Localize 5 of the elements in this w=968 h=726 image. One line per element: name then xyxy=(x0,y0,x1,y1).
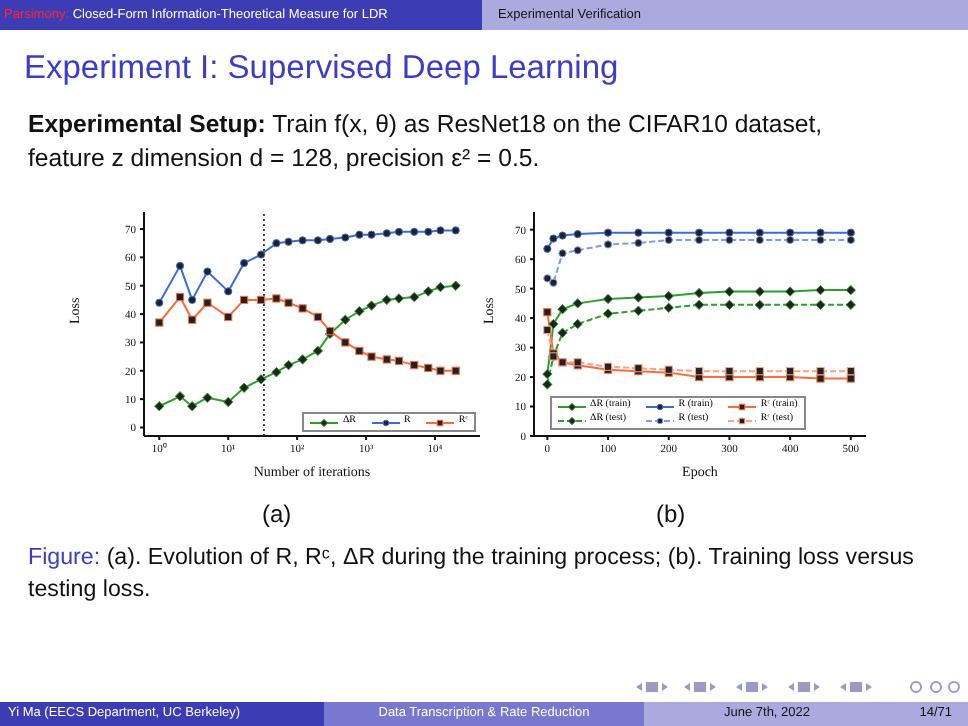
text: (b) xyxy=(656,500,686,528)
text: (a) xyxy=(262,500,292,528)
chart-title: Experiment I: Supervised Deep Learning xyxy=(24,50,619,88)
text: Figure: (a). Evolution of R, Rᶜ, ΔR during the training process; (b). Training loss versus testing loss. xyxy=(28,542,916,606)
chart-subtitle: Experimental Setup: Train f(x, θ) as ResNet18 on the CIFAR10 dataset, feature z dimension d = 128, precision ε² = 0.5. xyxy=(28,108,825,176)
